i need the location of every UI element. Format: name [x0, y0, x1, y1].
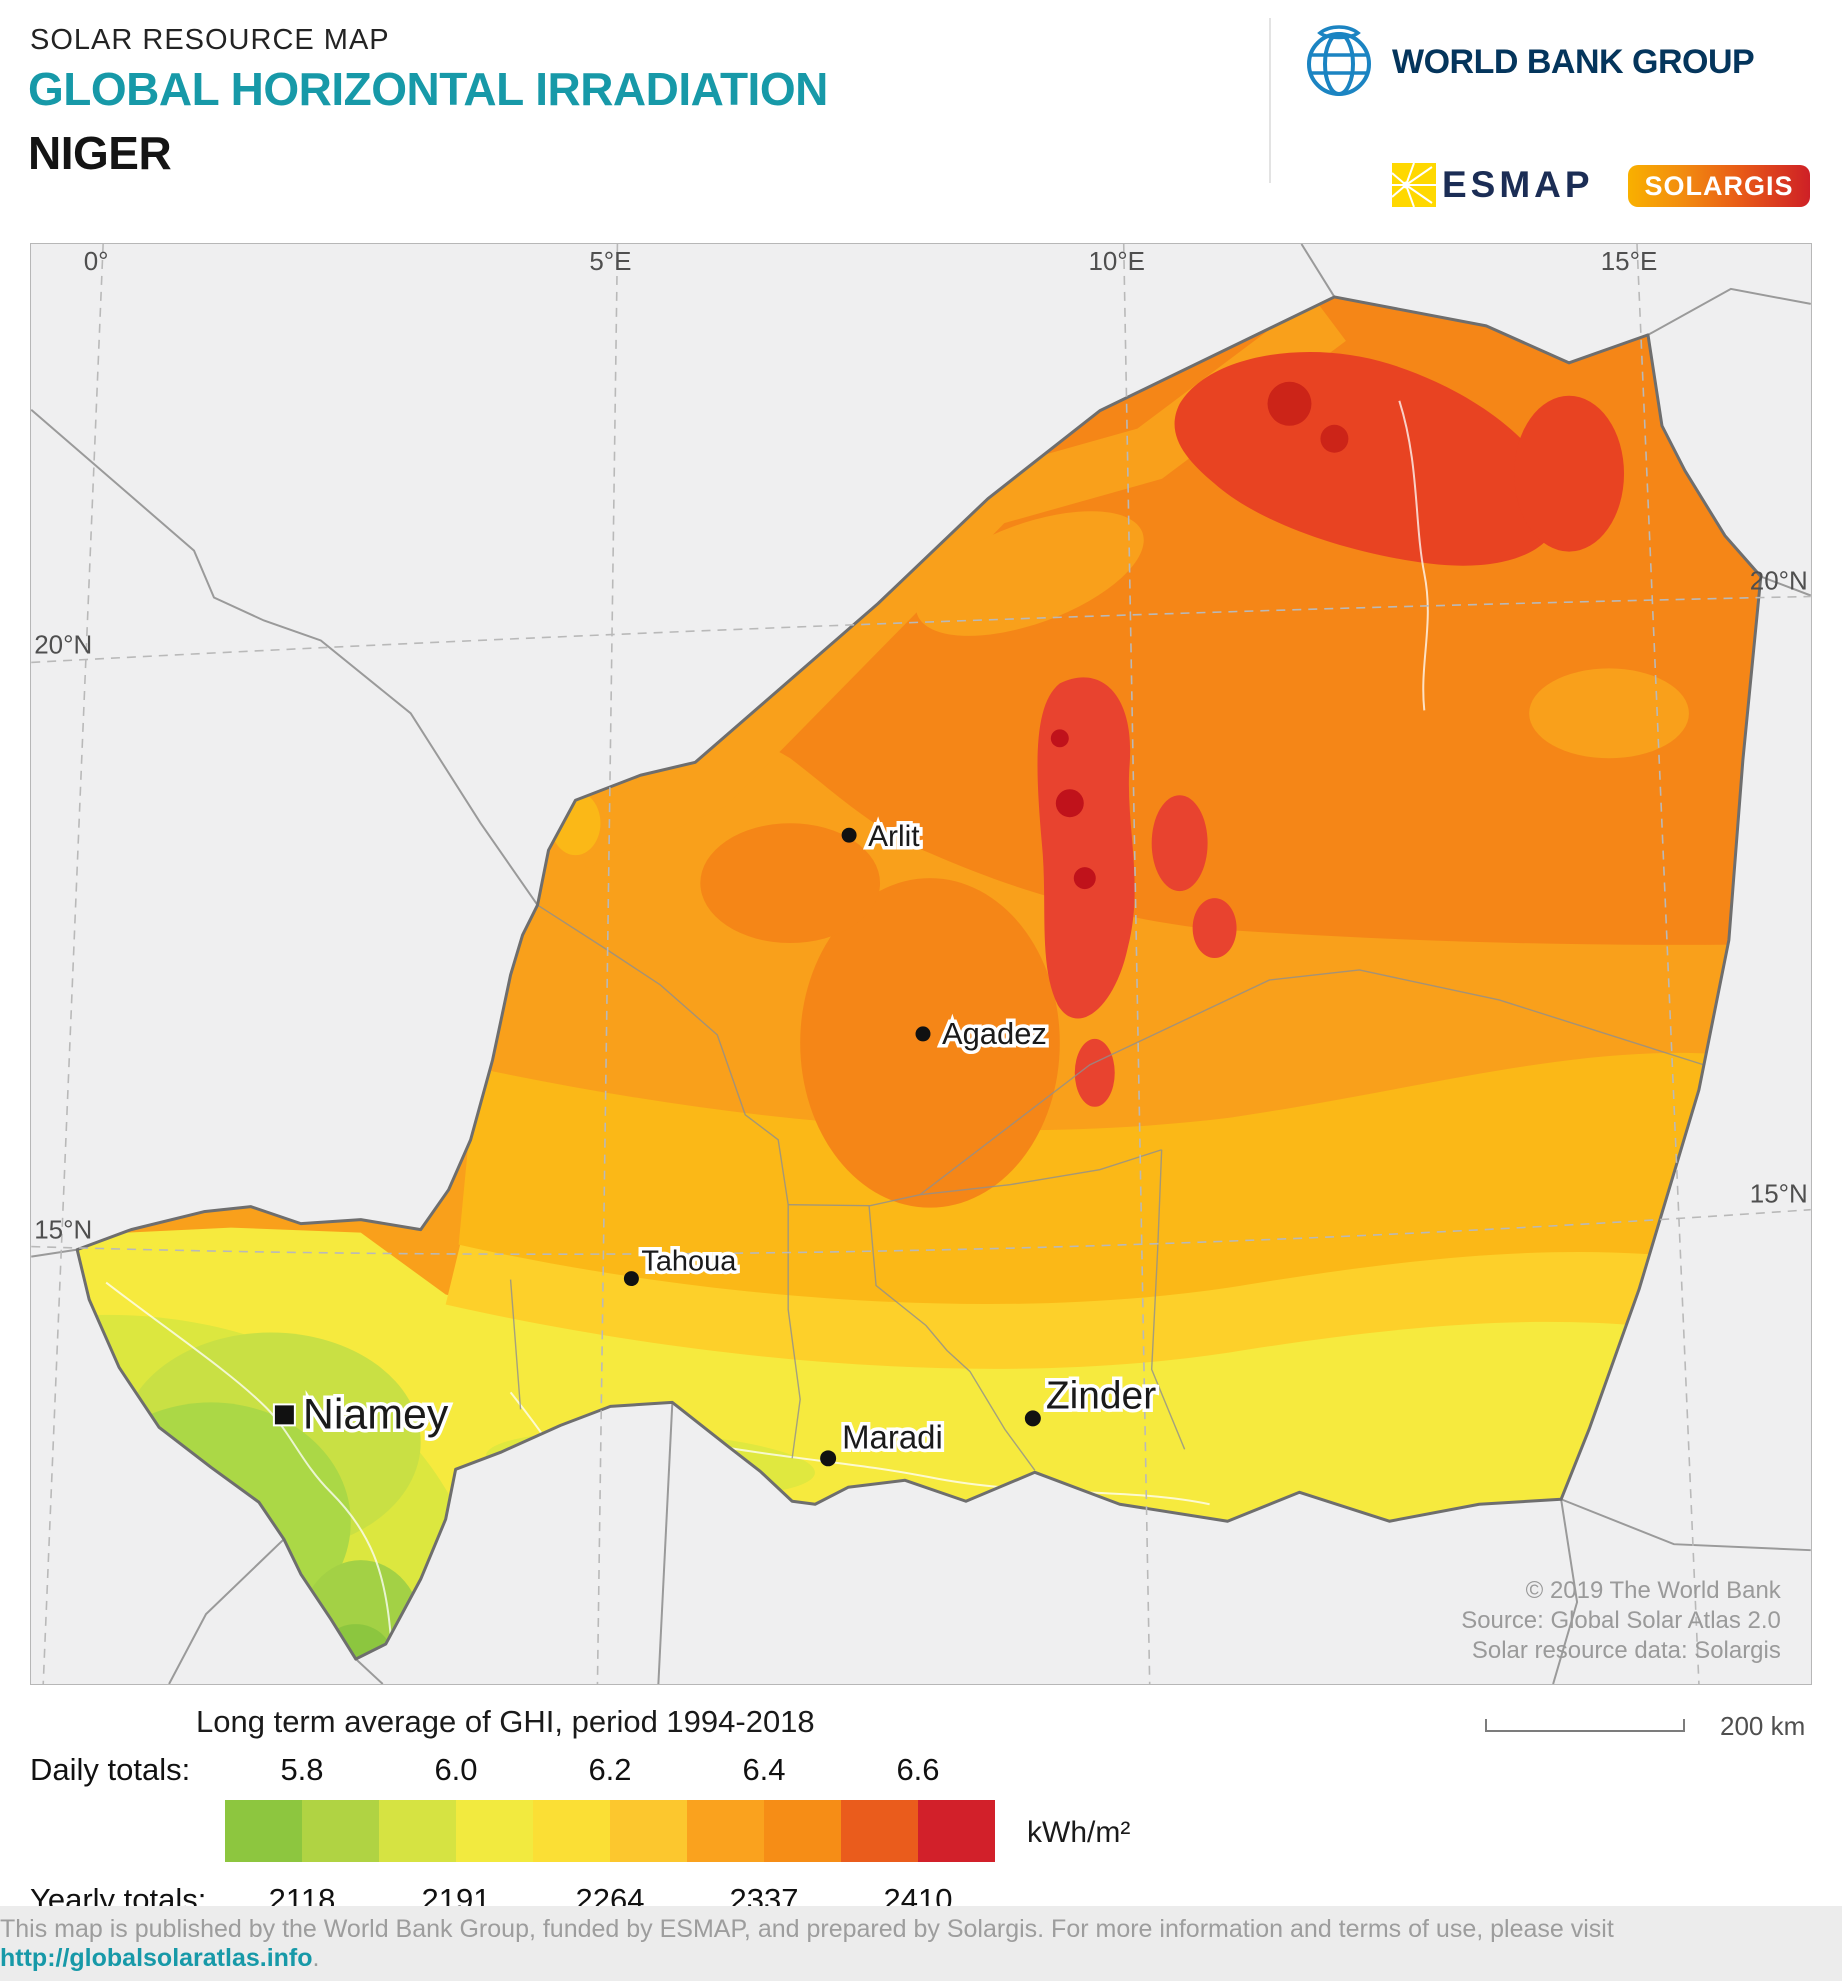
world-bank-logo: WORLD BANK GROUP — [1300, 22, 1812, 102]
footer-link[interactable]: http://globalsolaratlas.info — [0, 1943, 313, 1972]
graticule — [31, 244, 1811, 1684]
colorbar-segment — [225, 1800, 302, 1862]
legend-unit: kWh/m² — [1027, 1816, 1131, 1849]
agadez-label: Agadez — [942, 1016, 1047, 1051]
esmap-logo: ESMAP — [1392, 163, 1594, 207]
tahoua-marker[interactable] — [623, 1271, 639, 1287]
neighbor-borders — [31, 244, 1811, 1684]
footer-text: This map is published by the World Bank … — [0, 1914, 1614, 1943]
tahoua-label: Tahoua — [641, 1246, 737, 1278]
scale-bar — [1485, 1719, 1685, 1732]
legend-daily-values: 5.8 6.0 6.2 6.4 6.6 — [0, 1752, 1100, 1792]
legend-title: Long term average of GHI, period 1994-20… — [196, 1704, 815, 1739]
colorbar-segment — [918, 1800, 995, 1862]
lat-label-15n-left: 15°N — [34, 1215, 92, 1245]
lat-label-20n-right: 20°N — [1750, 566, 1808, 596]
admin-boundaries — [509, 904, 1705, 1471]
colorbar-segment — [302, 1800, 379, 1862]
copyright-line-3: Solar resource data: Solargis — [1472, 1637, 1781, 1664]
page-title: GLOBAL HORIZONTAL IRRADIATION — [28, 63, 828, 115]
solar-map[interactable]: 0° 5°E 10°E 15°E 20°N 15°N 20°N 15°N Arl… — [31, 244, 1811, 1684]
maradi-marker[interactable] — [820, 1450, 837, 1467]
agadez-marker[interactable] — [915, 1026, 931, 1042]
copyright-line-2: Source: Global Solar Atlas 2.0 — [1461, 1607, 1781, 1634]
maradi-label: Maradi — [842, 1418, 943, 1455]
colorbar-segment — [687, 1800, 764, 1862]
lat-label-15n-right: 15°N — [1750, 1179, 1808, 1209]
colorbar-segment — [533, 1800, 610, 1862]
esmap-logo-text: ESMAP — [1442, 164, 1594, 205]
niamey-marker[interactable] — [272, 1403, 296, 1427]
solargis-logo: SOLARGIS — [1628, 165, 1810, 207]
colorbar-segment — [379, 1800, 456, 1862]
colorbar-segment — [610, 1800, 687, 1862]
niger-border — [75, 295, 1763, 1661]
lon-label-5e: 5°E — [589, 246, 631, 276]
world-bank-globe-icon — [1307, 25, 1371, 96]
legend-tick-value: 6.6 — [896, 1752, 940, 1787]
page-eyebrow: SOLAR RESOURCE MAP — [30, 24, 390, 56]
colorbar-segment — [841, 1800, 918, 1862]
zinder-marker[interactable] — [1024, 1410, 1041, 1427]
legend-tick-value: 6.2 — [588, 1752, 632, 1787]
legend-tick-value: 6.0 — [434, 1752, 478, 1787]
legend-colorbar — [225, 1800, 995, 1862]
scale-bar-label: 200 km — [1720, 1711, 1806, 1741]
world-bank-logo-text: WORLD BANK GROUP — [1392, 42, 1755, 81]
lon-label-15e: 15°E — [1601, 246, 1658, 276]
graticule-labels: 0° 5°E 10°E 15°E 20°N 15°N 20°N 15°N — [34, 246, 1808, 1245]
lat-label-20n-left: 20°N — [34, 629, 92, 659]
esmap-sun-icon — [1392, 163, 1436, 207]
legend-tick-value: 6.4 — [742, 1752, 786, 1787]
lon-label-10e: 10°E — [1088, 246, 1145, 276]
map-frame: 0° 5°E 10°E 15°E 20°N 15°N 20°N 15°N Arl… — [30, 243, 1812, 1685]
colorbar-segment — [764, 1800, 841, 1862]
lon-label-0: 0° — [84, 246, 109, 276]
legend-daily-label: Daily totals: — [30, 1752, 191, 1787]
solargis-logo-text: SOLARGIS — [1644, 170, 1794, 201]
copyright-line-1: © 2019 The World Bank — [1526, 1577, 1782, 1604]
zinder-label: Zinder — [1046, 1374, 1156, 1417]
city-markers: Arlit Agadez Tahoua Niamey Maradi Zinder — [272, 817, 1160, 1467]
country-title: NIGER — [28, 127, 172, 179]
header-divider — [1269, 18, 1271, 183]
colorbar-segment — [456, 1800, 533, 1862]
footer-period: . — [312, 1943, 320, 1972]
arlit-label: Arlit — [868, 820, 920, 853]
map-copyright: © 2019 The World Bank Source: Global Sol… — [1461, 1577, 1782, 1664]
niamey-label: Niamey — [303, 1390, 449, 1438]
footer-bar: This map is published by the World Bank … — [0, 1906, 1842, 1981]
arlit-marker[interactable] — [841, 827, 857, 843]
legend-tick-value: 5.8 — [280, 1752, 324, 1787]
